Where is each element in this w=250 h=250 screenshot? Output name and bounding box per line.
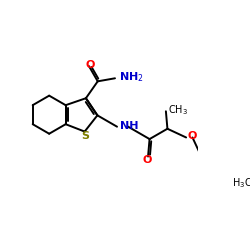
Text: O: O bbox=[188, 131, 197, 141]
Text: O: O bbox=[142, 155, 152, 165]
Text: H$_3$C: H$_3$C bbox=[232, 176, 250, 190]
Text: O: O bbox=[85, 60, 94, 70]
Text: CH$_3$: CH$_3$ bbox=[168, 103, 188, 117]
Text: S: S bbox=[82, 130, 90, 140]
Text: NH: NH bbox=[120, 121, 139, 131]
Text: NH$_2$: NH$_2$ bbox=[119, 70, 144, 84]
